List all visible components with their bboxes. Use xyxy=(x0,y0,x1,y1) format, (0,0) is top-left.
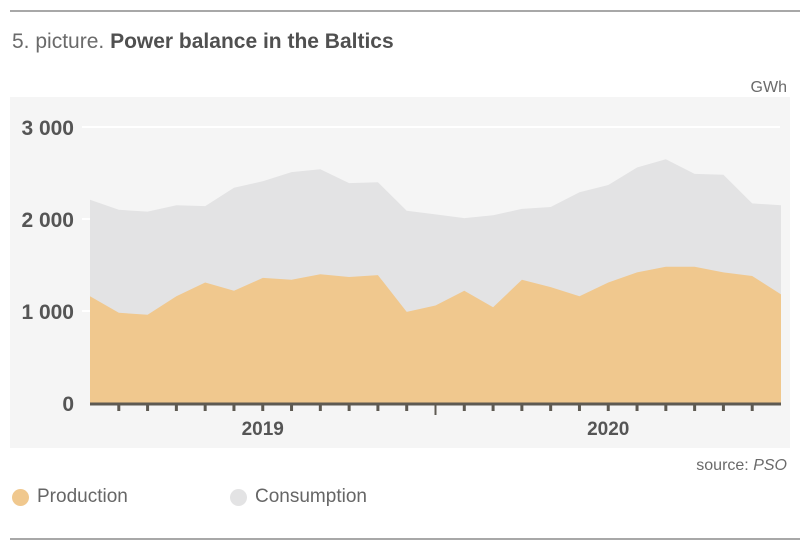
legend-label-production: Production xyxy=(37,486,128,507)
x-axis-labels: 2019 2020 xyxy=(242,419,630,440)
legend-item-production: Production xyxy=(12,486,128,508)
chart-title: 5. picture. Power balance in the Baltics xyxy=(12,30,394,54)
consumption-swatch xyxy=(230,488,247,506)
production-swatch xyxy=(12,488,29,506)
bottom-rule xyxy=(10,538,800,540)
x-tick-label: 2019 xyxy=(242,419,284,440)
title-main: Power balance in the Baltics xyxy=(110,30,394,53)
source-name: PSO xyxy=(753,457,787,474)
y-tick-label: 1 000 xyxy=(21,301,74,324)
y-tick-label: 2 000 xyxy=(21,209,74,232)
source-note: source: PSO xyxy=(696,457,787,474)
legend-item-consumption: Consumption xyxy=(230,486,367,508)
legend-label-consumption: Consumption xyxy=(255,486,367,507)
unit-label: GWh xyxy=(751,79,787,96)
x-tick-label: 2020 xyxy=(587,419,629,440)
x-axis-ticks xyxy=(117,405,754,415)
title-prefix: 5. picture. xyxy=(12,30,105,53)
production-area xyxy=(90,266,781,403)
y-tick-label: 0 xyxy=(62,393,74,416)
source-label: source: xyxy=(696,457,753,474)
y-tick-label: 3 000 xyxy=(21,117,74,140)
y-axis-labels: 0 1 000 2 000 3 000 xyxy=(21,117,74,416)
top-rule xyxy=(10,10,800,12)
